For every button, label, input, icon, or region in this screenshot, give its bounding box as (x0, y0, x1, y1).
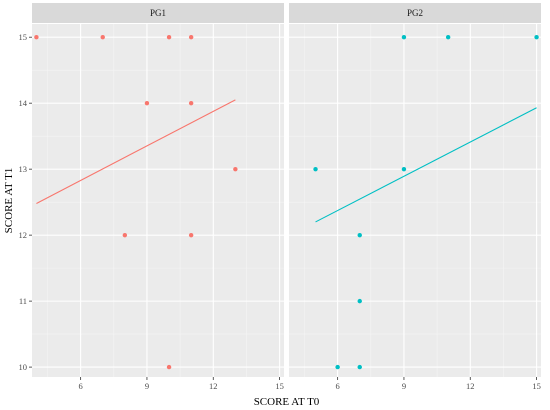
y-tick-label: 10 (19, 362, 28, 372)
data-point (34, 34, 39, 40)
data-point (445, 34, 451, 40)
fit-line-pg1 (36, 99, 236, 204)
data-point (188, 34, 194, 40)
data-point (166, 364, 172, 370)
data-point (144, 100, 150, 106)
data-point (534, 34, 539, 40)
x-tick-label: 15 (532, 381, 541, 391)
data-point (357, 364, 362, 370)
y-axis: 10 11 12 13 14 15 (19, 32, 32, 372)
y-axis-title: SCORE AT T1 (3, 168, 15, 234)
panel-pg1: PG1 (32, 3, 284, 377)
data-point (401, 166, 407, 172)
y-tick-label: 15 (19, 32, 28, 42)
y-tick-label: 11 (19, 296, 27, 306)
y-tick-label: 14 (19, 98, 28, 108)
y-tick-label: 13 (19, 164, 28, 174)
data-point (188, 100, 194, 106)
x-tick-label: 6 (79, 381, 83, 391)
data-point (401, 34, 407, 40)
panel-background (32, 24, 284, 377)
x-tick-label: 12 (209, 381, 218, 391)
y-tick-label: 12 (19, 230, 28, 240)
x-axes: 6 9 12 15 6 9 12 15 (79, 377, 541, 391)
panel-background (289, 24, 541, 377)
facet-strip-label: PG1 (150, 8, 166, 18)
panels: PG1 PG2 (32, 3, 541, 377)
data-point (313, 166, 318, 172)
x-tick-label: 9 (402, 381, 406, 391)
x-tick-label: 15 (275, 381, 284, 391)
facet-strip-label: PG2 (407, 8, 423, 18)
x-tick-label: 12 (466, 381, 475, 391)
data-point (357, 298, 362, 304)
panel-pg2: PG2 (289, 3, 541, 377)
x-axis-title: SCORE AT T0 (254, 396, 320, 408)
data-point (100, 34, 105, 40)
facet-strip (32, 3, 284, 23)
x-tick-label: 6 (336, 381, 340, 391)
data-point (233, 166, 238, 172)
fit-line-pg2 (315, 107, 537, 223)
x-tick-label: 9 (145, 381, 149, 391)
facet-strip (289, 3, 541, 23)
data-point (166, 34, 172, 40)
data-point (188, 232, 194, 238)
data-point (122, 232, 128, 238)
data-point (357, 232, 362, 238)
data-point (335, 364, 340, 370)
